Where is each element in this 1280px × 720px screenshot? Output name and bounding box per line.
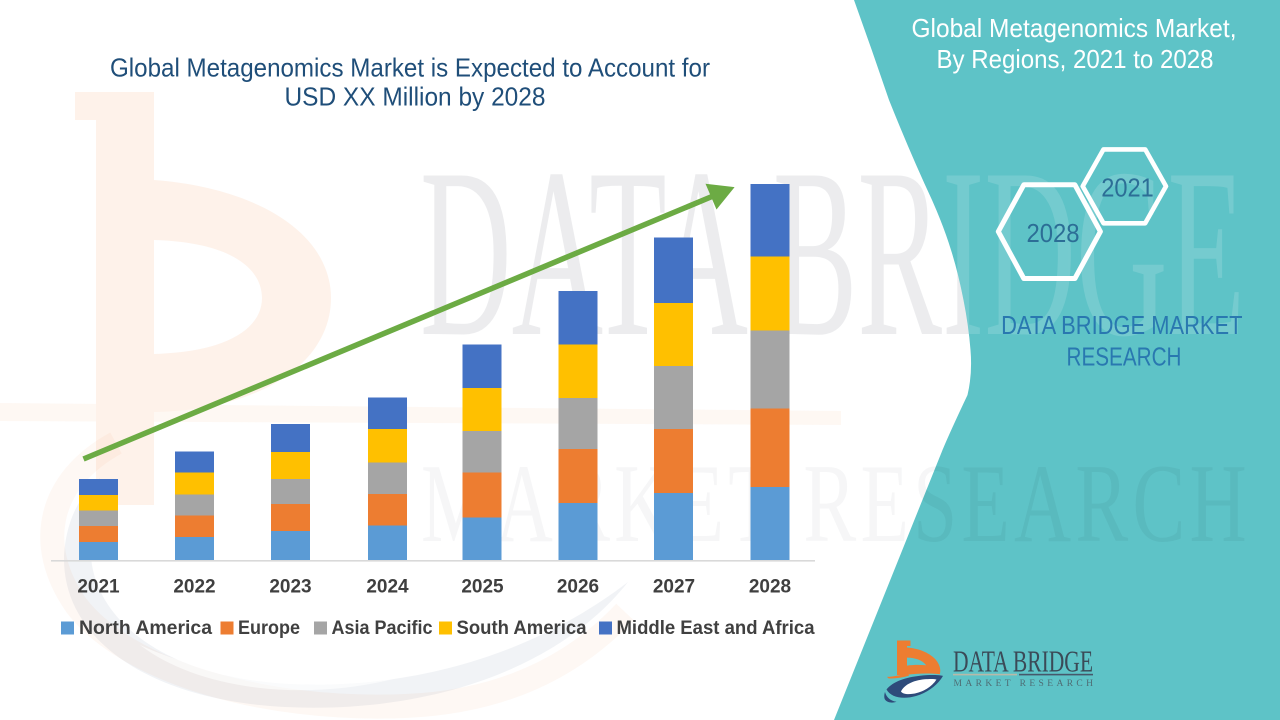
svg-text:2023: 2023 (269, 576, 311, 597)
svg-text:2025: 2025 (461, 576, 504, 597)
svg-text:2028: 2028 (749, 576, 791, 597)
svg-text:MARKET RESEARCH: MARKET RESEARCH (954, 679, 1097, 689)
svg-text:Global Metagenomics Market is: Global Metagenomics Market is Expected t… (110, 52, 710, 82)
svg-text:2021: 2021 (77, 576, 120, 597)
svg-text:2022: 2022 (173, 576, 215, 597)
svg-text:Global Metagenomics Market,: Global Metagenomics Market, (912, 13, 1237, 43)
svg-text:By Regions, 2021 to 2028: By Regions, 2021 to 2028 (937, 44, 1214, 74)
svg-text:2021: 2021 (1101, 172, 1154, 202)
svg-text:USD XX Million by 2028: USD XX Million by 2028 (285, 82, 546, 112)
svg-text:2026: 2026 (557, 576, 599, 597)
svg-text:South America: South America (457, 618, 587, 639)
svg-text:Asia Pacific: Asia Pacific (332, 618, 433, 639)
svg-text:Europe: Europe (238, 618, 300, 639)
svg-text:2027: 2027 (653, 576, 695, 597)
svg-text:DATA BRIDGE: DATA BRIDGE (953, 644, 1093, 679)
svg-text:North America: North America (79, 618, 212, 639)
svg-text:DATA BRIDGE MARKET: DATA BRIDGE MARKET (1001, 310, 1242, 340)
svg-text:Middle East and Africa: Middle East and Africa (617, 618, 815, 639)
svg-text:2028: 2028 (1026, 218, 1079, 248)
svg-text:RESEARCH: RESEARCH (1067, 342, 1182, 372)
svg-text:2024: 2024 (366, 576, 409, 597)
